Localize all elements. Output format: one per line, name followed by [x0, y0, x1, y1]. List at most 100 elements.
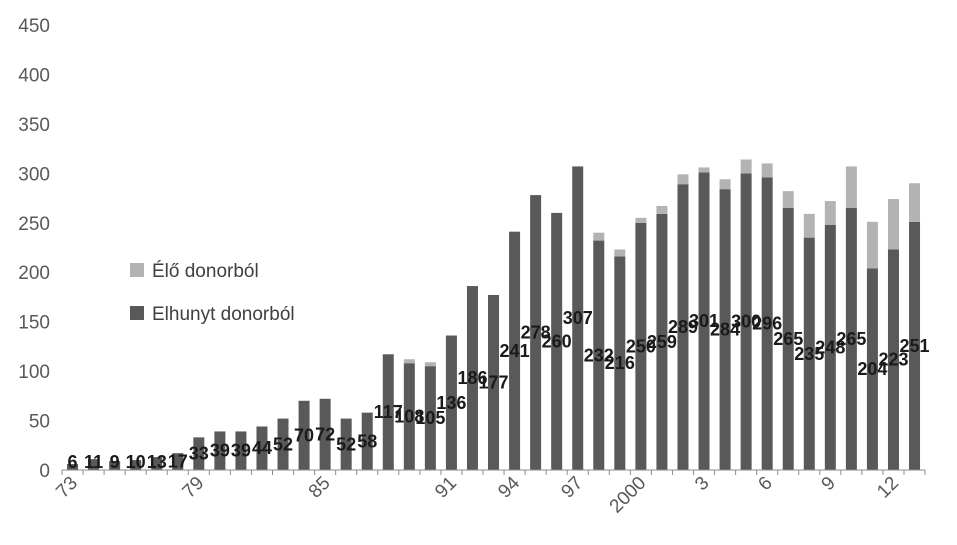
bar-elo [740, 159, 752, 174]
bar-elhunyt [509, 231, 521, 470]
x-tick-label: 73 [52, 473, 82, 503]
data-label: 177 [479, 372, 509, 392]
bar-elhunyt [298, 400, 310, 470]
bar-elhunyt [677, 184, 689, 471]
data-label: 52 [273, 434, 293, 454]
data-label: 10 [126, 452, 146, 472]
bar-elhunyt [67, 464, 79, 470]
bar-elo [761, 163, 773, 178]
bar-elhunyt [172, 453, 184, 470]
bar-elo [782, 191, 794, 208]
y-tick-label: 0 [39, 461, 50, 482]
data-label: 13 [147, 452, 167, 472]
bar-elhunyt [193, 437, 205, 470]
legend-swatch-elhunyt [130, 306, 144, 320]
bar-elhunyt [277, 418, 289, 470]
bar-elhunyt [761, 177, 773, 471]
y-tick-label: 150 [18, 313, 50, 334]
data-label: 300 [731, 312, 761, 332]
bar-elhunyt [530, 195, 542, 470]
bar-elo [719, 179, 731, 190]
data-label: 251 [900, 336, 930, 356]
bar-elhunyt [572, 166, 584, 470]
bar-elhunyt [698, 172, 710, 470]
data-label: 33 [189, 444, 209, 464]
bar-elo [887, 199, 899, 250]
bar-elhunyt [382, 354, 394, 470]
bar-elhunyt [656, 213, 668, 471]
data-label: 186 [457, 368, 487, 388]
data-label: 204 [857, 359, 887, 379]
y-tick-label: 50 [29, 412, 50, 433]
data-label: 307 [563, 308, 593, 328]
data-label: 265 [773, 329, 803, 349]
data-label: 301 [689, 311, 719, 331]
bar-elhunyt [866, 268, 878, 470]
x-tick-label: 79 [179, 473, 209, 503]
bar-elo [424, 362, 436, 367]
bar-elhunyt [740, 173, 752, 470]
y-tick-label: 200 [18, 263, 50, 284]
bar-elhunyt [424, 366, 436, 470]
bar-elhunyt [235, 431, 247, 470]
bar-elo [845, 166, 857, 208]
bar-elhunyt [445, 335, 457, 470]
bar-elo [656, 205, 668, 214]
data-label: 232 [584, 345, 614, 365]
data-label: 296 [752, 314, 782, 334]
data-label: 241 [500, 341, 530, 361]
data-label: 260 [542, 331, 572, 351]
x-tick-label: 91 [431, 473, 461, 503]
x-tick-label: 97 [557, 473, 587, 503]
bar-elhunyt [130, 460, 142, 470]
legend: Élő donorból Elhunyt donorból [130, 261, 295, 325]
bar-elhunyt [782, 207, 794, 470]
y-tick-label: 300 [18, 164, 50, 185]
data-label: 108 [394, 407, 424, 427]
data-labels: 6 11 9 10 13 17 33 39 39 44 52 70 72 52 58117108105136… [68, 308, 930, 472]
bar-elhunyt [151, 457, 163, 470]
x-tick-label: 94 [494, 472, 524, 502]
data-label: 248 [815, 337, 845, 357]
bar-elhunyt [361, 412, 373, 470]
bar-elhunyt [403, 363, 415, 470]
data-label: 223 [878, 350, 908, 370]
bar-elhunyt [803, 237, 815, 470]
bar-elo [698, 167, 710, 173]
bars [67, 159, 921, 471]
data-label: 235 [794, 344, 824, 364]
y-tick-label: 250 [18, 214, 50, 235]
legend-swatch-elo [130, 263, 144, 277]
bar-elhunyt [466, 286, 478, 470]
x-tick-label: 12 [873, 473, 903, 503]
x-tick-label: 9 [818, 473, 840, 495]
bar-elhunyt [214, 431, 226, 470]
data-label: 44 [252, 438, 272, 458]
data-label: 11 [84, 452, 103, 472]
bar-elo [593, 232, 605, 241]
data-label: 250 [626, 336, 656, 356]
data-label: 58 [357, 431, 377, 451]
bar-elhunyt [719, 189, 731, 470]
data-label: 259 [647, 332, 677, 352]
data-label: 39 [210, 441, 230, 461]
x-tick-label: 6 [754, 473, 776, 495]
data-label: 117 [374, 402, 403, 422]
data-label: 284 [710, 320, 740, 340]
bar-elhunyt [845, 207, 857, 470]
bar-elo [803, 213, 815, 238]
bar-elhunyt [319, 398, 331, 470]
data-label: 6 [68, 452, 78, 472]
bar-elhunyt [887, 249, 899, 470]
x-tick-label: 3 [691, 473, 713, 495]
y-tick-label: 350 [18, 115, 50, 136]
data-label: 72 [315, 424, 335, 444]
bar-elhunyt [614, 256, 626, 470]
data-label: 39 [231, 441, 251, 461]
data-label: 136 [436, 393, 466, 413]
data-label: 70 [294, 425, 314, 445]
data-label: 17 [168, 452, 188, 472]
bar-elhunyt [824, 224, 836, 470]
bar-elhunyt [109, 461, 121, 470]
